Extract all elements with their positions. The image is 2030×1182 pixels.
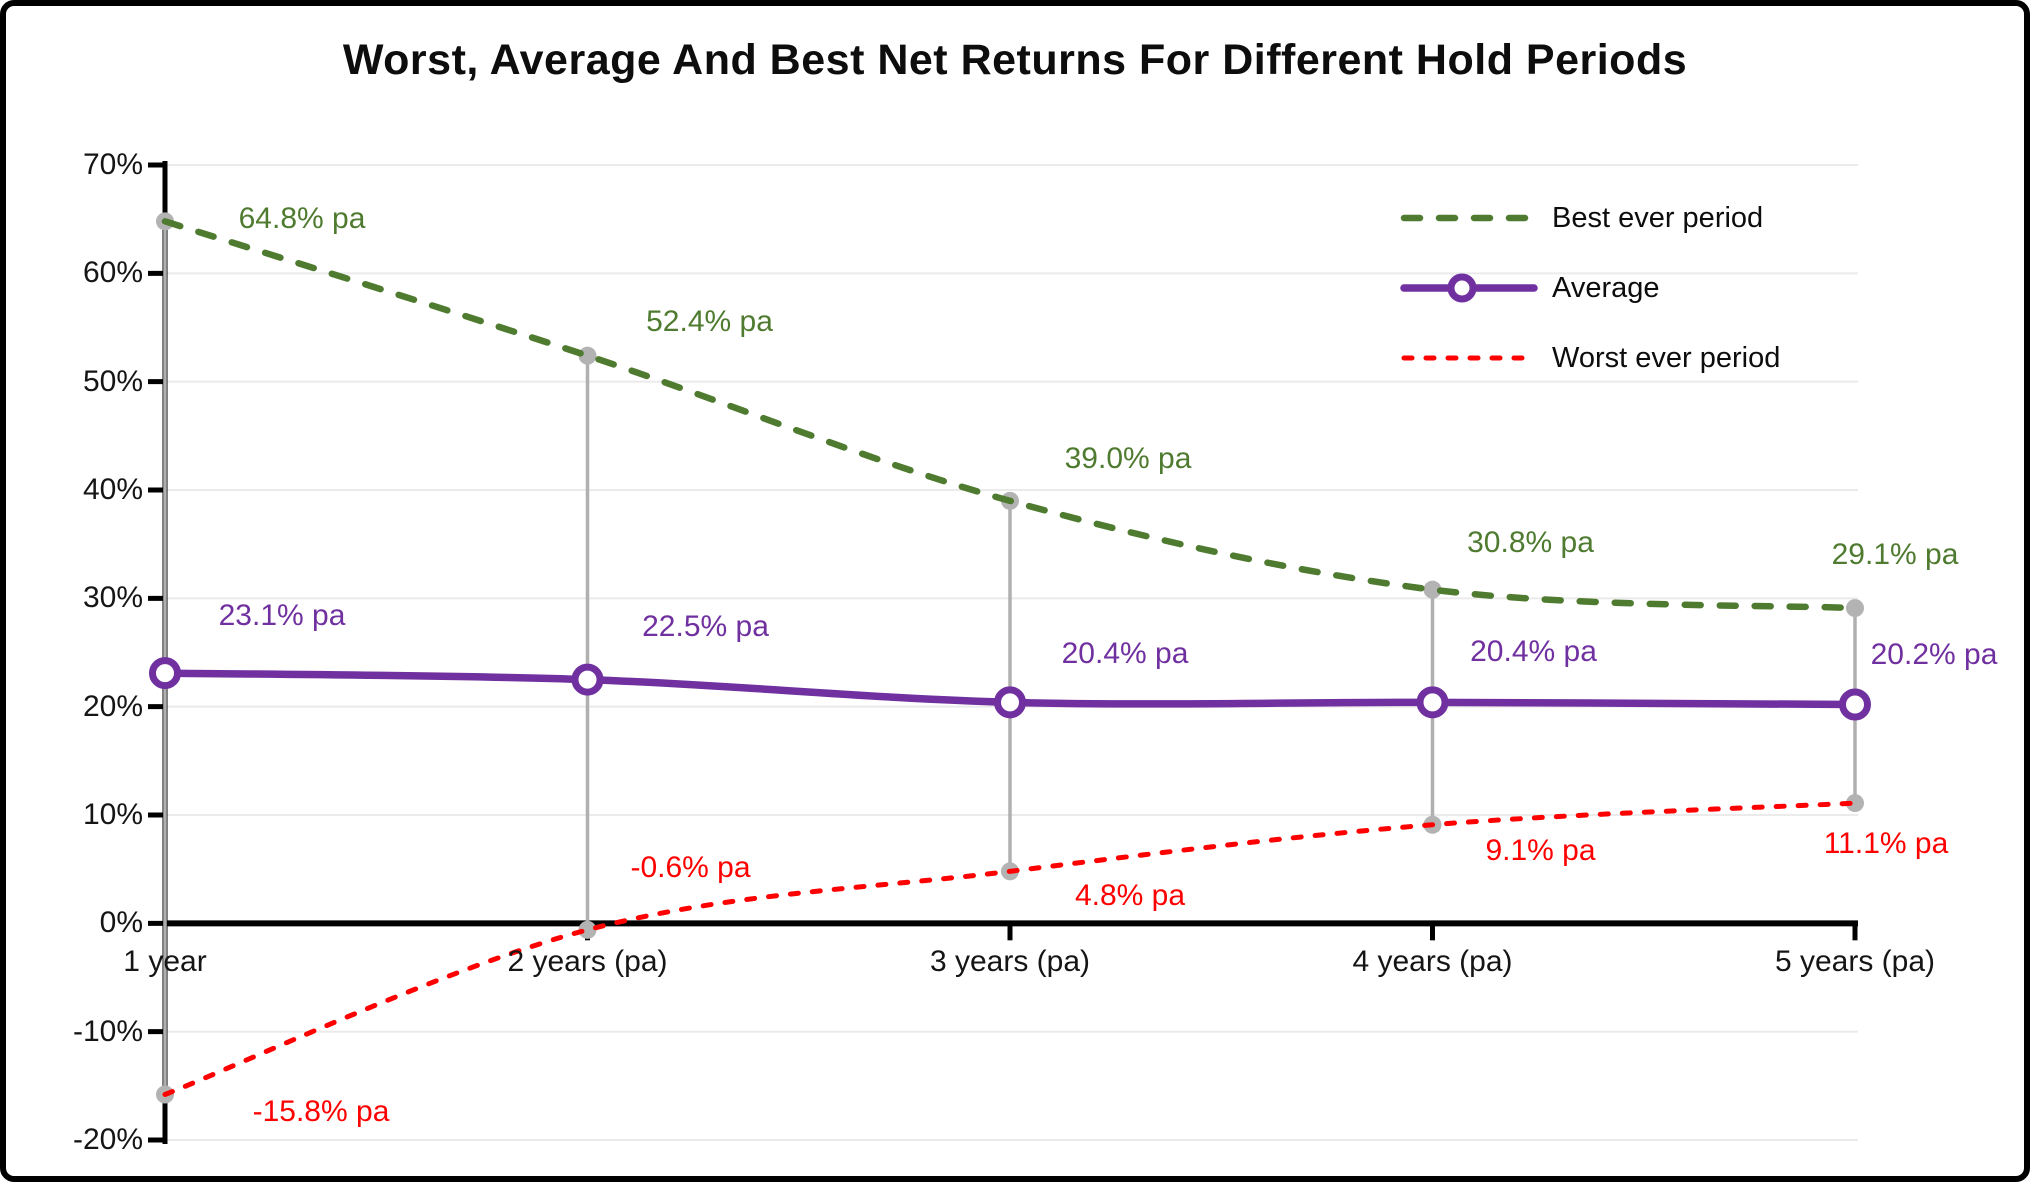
data-label-worst-4: 9.1% pa xyxy=(1485,833,1596,867)
x-axis-tick-label: 1 year xyxy=(123,945,207,978)
legend-item-average: Average xyxy=(1400,268,1660,308)
legend-line-sample xyxy=(1400,273,1538,303)
legend-item-worst: Worst ever period xyxy=(1400,338,1780,378)
average-marker xyxy=(1839,688,1871,721)
y-axis-tick-label: 70% xyxy=(82,148,143,181)
data-label-average-5: 20.2% pa xyxy=(1870,637,1998,671)
x-axis-tick-label: 4 years (pa) xyxy=(1352,945,1513,978)
legend-item-best: Best ever period xyxy=(1400,198,1763,238)
legend-marker xyxy=(1447,273,1477,303)
connector-dot xyxy=(578,920,597,939)
y-axis-tick-label: 0% xyxy=(99,906,143,940)
connector-dot xyxy=(1846,599,1864,618)
data-label-best-3: 39.0% pa xyxy=(1064,441,1192,475)
average-marker xyxy=(1416,686,1449,719)
x-axis-tick-label: 3 years (pa) xyxy=(929,945,1091,978)
data-label-best-1: 64.8% pa xyxy=(238,202,366,236)
y-axis-tick-label: -10% xyxy=(72,1014,143,1048)
y-axis-tick-label: 20% xyxy=(82,689,143,723)
connector-dot xyxy=(1423,580,1442,599)
x-axis-tick-label: 5 years (pa) xyxy=(1774,945,1936,978)
data-label-worst-2: -0.6% pa xyxy=(630,850,751,884)
data-label-worst-1: -15.8% pa xyxy=(252,1094,390,1128)
legend-label: Worst ever period xyxy=(1552,341,1781,374)
y-axis-tick-label: 60% xyxy=(82,256,143,290)
legend-label: Average xyxy=(1552,271,1660,304)
y-axis-tick-label: 50% xyxy=(82,364,143,398)
chart-title: Worst, Average And Best Net Returns For … xyxy=(342,36,1688,84)
data-label-worst-3: 4.8% pa xyxy=(1074,879,1186,913)
y-axis-tick-label: -20% xyxy=(72,1123,143,1156)
series-line-worst xyxy=(162,800,1858,1097)
average-marker xyxy=(571,663,604,696)
average-marker xyxy=(994,686,1026,719)
average-marker xyxy=(149,657,181,690)
legend-line-sample xyxy=(1400,214,1538,222)
series-line-best xyxy=(161,218,1859,612)
data-label-best-2: 52.4% pa xyxy=(646,304,773,338)
y-axis-tick-label: 40% xyxy=(82,473,143,506)
y-axis-tick-label: 30% xyxy=(82,581,143,615)
data-label-worst-5: 11.1% pa xyxy=(1823,827,1949,861)
legend-line-sample xyxy=(1401,355,1537,361)
data-label-average-3: 20.4% pa xyxy=(1061,637,1189,671)
data-label-best-5: 29.1% pa xyxy=(1831,538,1959,572)
data-label-average-4: 20.4% pa xyxy=(1470,635,1597,669)
data-label-average-2: 22.5% pa xyxy=(642,609,769,643)
data-label-best-4: 30.8% pa xyxy=(1467,525,1594,559)
connector-dot xyxy=(1846,794,1864,813)
x-axis-tick-label: 2 years (pa) xyxy=(507,945,668,978)
legend-label: Best ever period xyxy=(1552,201,1764,234)
y-axis-tick-label: 10% xyxy=(82,798,143,831)
data-label-average-1: 23.1% pa xyxy=(218,599,346,633)
